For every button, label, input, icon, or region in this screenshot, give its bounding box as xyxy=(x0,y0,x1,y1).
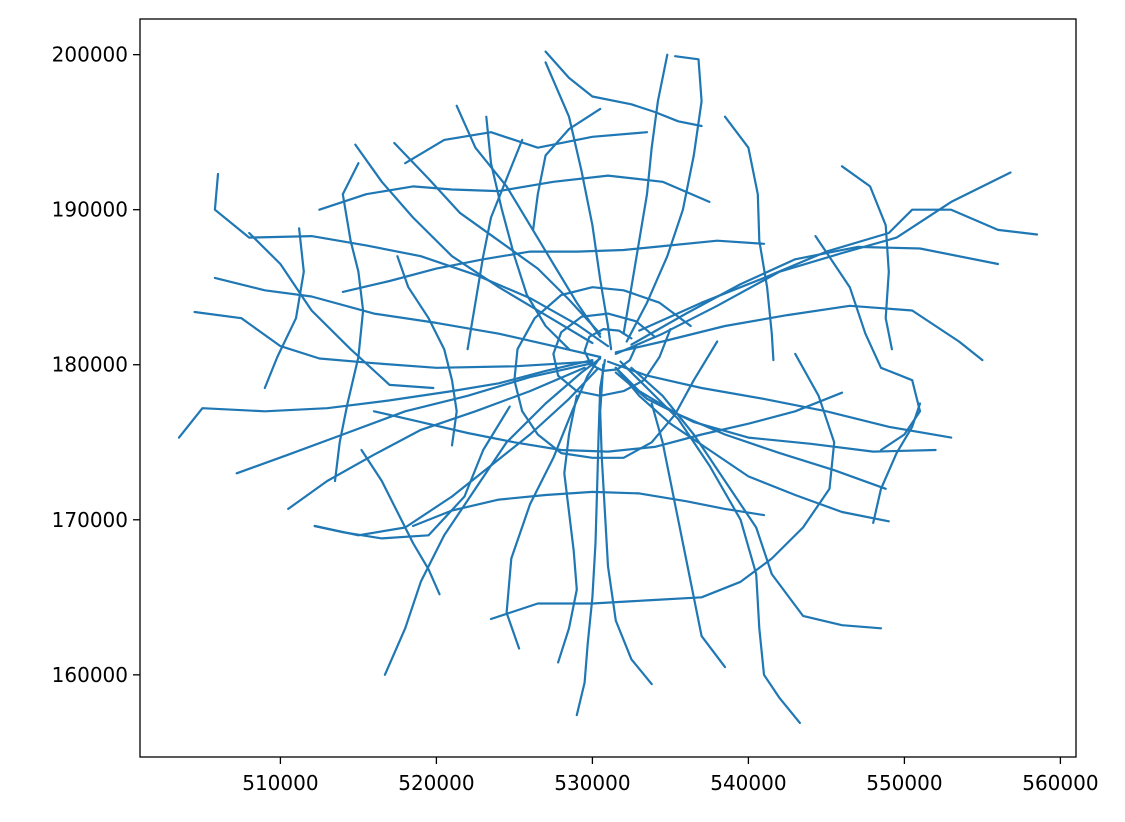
road-line-35 xyxy=(372,391,844,453)
x-axis: 510000 520000 530000 540000 550000 560000 xyxy=(242,757,1099,795)
road-line-16 xyxy=(630,245,1000,346)
road-line-19 xyxy=(614,371,937,453)
road-line-21 xyxy=(614,366,890,523)
road-line-27 xyxy=(383,357,602,676)
road-line-31 xyxy=(248,231,435,390)
road-line-45 xyxy=(333,162,365,483)
y-tick-label: 200000 xyxy=(52,43,128,67)
road-line-38 xyxy=(552,312,672,397)
x-tick-label: 530000 xyxy=(554,771,630,795)
x-tick-label: 540000 xyxy=(710,771,786,795)
road-line-47 xyxy=(396,255,458,447)
road-line-10 xyxy=(544,50,703,128)
axes-frame xyxy=(139,18,1077,758)
road-line-46 xyxy=(360,448,441,596)
x-tick-label: 510000 xyxy=(242,771,318,795)
x-tick-label: 550000 xyxy=(866,771,942,795)
x-tick-label: 560000 xyxy=(1022,771,1098,795)
road-line-2 xyxy=(235,362,594,475)
road-line-40 xyxy=(532,107,602,231)
road-line-34 xyxy=(341,239,766,293)
road-line-6 xyxy=(213,172,610,348)
road-line-12 xyxy=(622,53,669,335)
road-line-32 xyxy=(404,131,649,165)
road-line-36 xyxy=(411,490,766,528)
road-line-39 xyxy=(583,328,638,372)
road-line-43 xyxy=(840,165,893,351)
road-line-48 xyxy=(485,115,571,351)
road-line-17 xyxy=(614,304,984,362)
y-tick-label: 180000 xyxy=(52,353,128,377)
road-line-52 xyxy=(466,138,524,351)
road-line-9 xyxy=(455,104,602,338)
road-line-24 xyxy=(599,363,653,686)
road-network xyxy=(177,50,1039,724)
road-line-14 xyxy=(614,171,1012,355)
road-line-42 xyxy=(814,235,922,452)
road-line-11 xyxy=(544,61,613,351)
road-line-25 xyxy=(575,359,606,717)
road-line-30 xyxy=(313,405,511,540)
road-line-3 xyxy=(287,366,586,510)
road-line-50 xyxy=(557,394,578,664)
road-line-7 xyxy=(393,141,602,335)
y-tick-label: 160000 xyxy=(52,663,128,687)
y-tick-label: 190000 xyxy=(52,198,128,222)
road-line-49 xyxy=(650,402,727,669)
road-line-22 xyxy=(630,366,883,630)
plot-area xyxy=(139,18,1077,758)
road-line-1 xyxy=(177,359,594,439)
road-line-20 xyxy=(614,366,887,490)
road-line-4 xyxy=(213,276,602,359)
road-line-29 xyxy=(489,352,836,621)
y-axis: 160000 170000 180000 190000 200000 xyxy=(52,43,140,687)
x-tick-label: 520000 xyxy=(398,771,474,795)
road-line-8 xyxy=(354,143,594,345)
road-line-44 xyxy=(263,227,305,390)
road-line-23 xyxy=(619,360,801,724)
road-line-51 xyxy=(872,402,922,524)
road-line-13 xyxy=(625,55,703,343)
y-tick-label: 170000 xyxy=(52,508,128,532)
road-line-33 xyxy=(318,174,711,211)
road-line-41 xyxy=(723,115,775,362)
road-line-5 xyxy=(193,310,594,369)
